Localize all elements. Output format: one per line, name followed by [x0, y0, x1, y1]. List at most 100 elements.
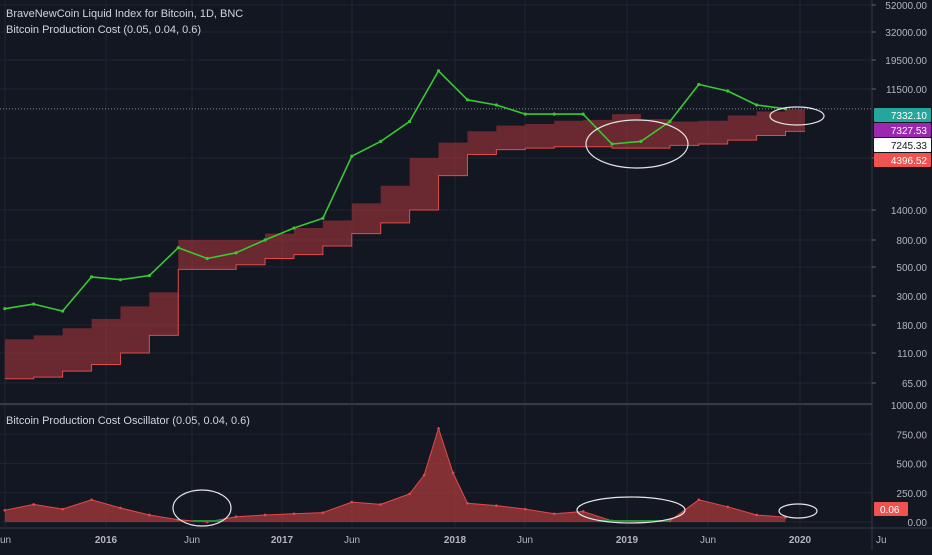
- price-point: [552, 112, 556, 116]
- price-point: [610, 142, 614, 146]
- price-point: [147, 273, 151, 278]
- oscillator-point: [697, 498, 701, 502]
- oscillator-point: [552, 512, 556, 516]
- oscillator-point: [581, 510, 585, 513]
- oscillator-title: Bitcoin Production Cost Oscillator (0.05…: [6, 415, 250, 427]
- oscillator-axis-label: 0.00: [908, 518, 928, 529]
- price-point: [436, 69, 441, 73]
- oscillator-point: [495, 504, 498, 507]
- oscillator-point: [148, 513, 151, 517]
- price-point: [350, 154, 354, 158]
- price-point: [321, 216, 325, 220]
- price-point: [176, 246, 180, 250]
- price-point: [581, 112, 585, 116]
- price-tag-box: [874, 108, 931, 122]
- annotation-ellipse: [769, 106, 825, 126]
- oscillator-point: [3, 509, 7, 512]
- price-tag-label: 7332.10: [891, 111, 928, 122]
- annotation-ellipse: [778, 503, 818, 519]
- annotation-ellipse: [172, 489, 232, 527]
- oscillator-point: [292, 512, 296, 516]
- production-cost-lower-line: [4, 130, 805, 380]
- price-axis-label: 500.00: [896, 263, 927, 274]
- oscillator-point: [32, 503, 36, 506]
- price-point: [697, 82, 701, 87]
- oscillator-point: [726, 505, 730, 509]
- oscillator-value-label: 0.06: [880, 505, 900, 516]
- price-tag-box: [874, 123, 931, 137]
- indicator-title: Bitcoin Production Cost (0.05, 0.04, 0.6…: [6, 24, 202, 36]
- oscillator-axis-label: 250.00: [896, 489, 927, 500]
- production-cost-band: [4, 109, 805, 379]
- price-point: [523, 112, 527, 116]
- price-axis-label: 300.00: [896, 292, 927, 303]
- price-tags: 7332.10 7327.53 7245.33 4396.52: [874, 108, 931, 167]
- price-point: [118, 278, 123, 282]
- oscillator-axis-label: 500.00: [896, 460, 927, 471]
- price-point: [263, 238, 267, 242]
- time-axis-label: 2018: [444, 535, 467, 546]
- price-tag-label: 7327.53: [891, 126, 928, 137]
- price-axis-label: 110.00: [897, 349, 927, 360]
- price-axis-label: 11500.00: [886, 85, 927, 96]
- time-axis-label: Jun: [700, 535, 716, 546]
- price-axis-label: 19500.00: [885, 56, 927, 67]
- price-axis-label: 180.00: [896, 321, 927, 332]
- oscillator-axis-label: 750.00: [896, 430, 927, 441]
- price-point: [89, 275, 94, 279]
- time-axis-label: Jun: [517, 535, 533, 546]
- price-point: [494, 103, 498, 107]
- price-line: [4, 70, 786, 312]
- time-axis-label: 2016: [95, 535, 118, 546]
- price-point: [465, 98, 470, 102]
- oscillator-point: [408, 492, 411, 496]
- price-point: [726, 89, 730, 93]
- oscillator-point: [523, 507, 527, 511]
- time-axis-label: un: [0, 535, 11, 546]
- time-axis-label: 2020: [789, 535, 812, 546]
- oscillator-point: [263, 513, 267, 517]
- price-point: [639, 139, 643, 143]
- oscillator-point: [437, 427, 440, 430]
- oscillator-area: [4, 428, 786, 522]
- time-axis-label: 2019: [616, 535, 639, 546]
- price-axis-label: 800.00: [896, 236, 927, 247]
- price-point: [61, 309, 65, 313]
- price-point: [292, 226, 296, 230]
- price-point: [205, 256, 209, 261]
- price-point: [408, 119, 412, 124]
- price-point: [668, 119, 672, 124]
- oscillator-axis-labels: 1000.00 750.00 500.00 250.00 0.00 0.06: [874, 401, 927, 529]
- oscillator-value-tag: [874, 502, 908, 516]
- oscillator-point: [321, 511, 325, 514]
- oscillator-point: [379, 503, 383, 506]
- oscillator-point: [422, 473, 426, 477]
- time-axis-label: Jun: [344, 535, 360, 546]
- price-tag-box: [874, 138, 931, 152]
- price-tag-box: [874, 153, 931, 167]
- price-point: [755, 103, 759, 107]
- price-axis-label: 32000.00: [885, 28, 927, 39]
- time-axis-label: Jun: [184, 535, 200, 546]
- oscillator-point: [119, 506, 122, 510]
- price-axis-label: 65.00: [902, 379, 927, 390]
- chart-title: BraveNewCoin Liquid Index for Bitcoin, 1…: [6, 8, 244, 20]
- price-point: [234, 251, 238, 255]
- price-point: [3, 307, 7, 311]
- oscillator-point: [350, 500, 354, 504]
- price-point: [32, 302, 36, 306]
- price-tag-label: 4396.52: [891, 156, 928, 167]
- oscillator-point: [61, 507, 64, 511]
- oscillator-point: [90, 498, 93, 502]
- annotation-ellipse: [576, 496, 686, 524]
- price-axis-label: 52000.00: [885, 1, 927, 12]
- price-axis-background: [872, 0, 932, 550]
- oscillator-point: [451, 471, 455, 475]
- time-axis-labels: un 2016 Jun 2017 Jun 2018 Jun 2019 Jun 2020 Ju: [0, 535, 887, 546]
- price-axis-label: 1400.00: [891, 206, 928, 217]
- oscillator-axis-label: 1000.00: [891, 401, 928, 412]
- time-axis-label: Ju: [876, 535, 887, 546]
